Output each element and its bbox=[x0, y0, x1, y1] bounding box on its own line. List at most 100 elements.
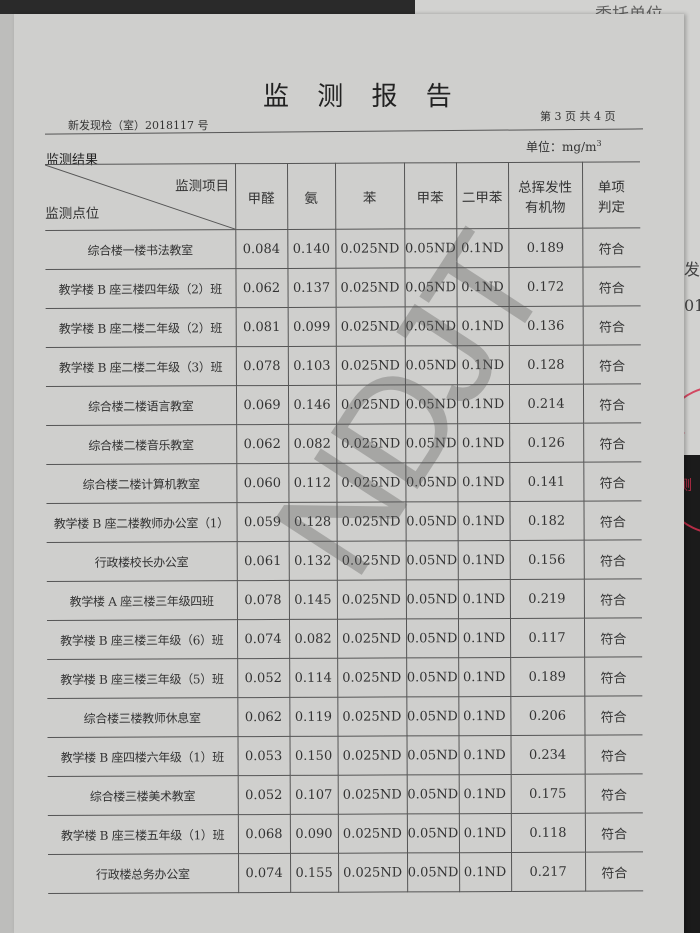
value-cell: 0.156 bbox=[509, 540, 584, 580]
value-cell: 0.090 bbox=[289, 814, 339, 854]
value-cell: 0.052 bbox=[237, 775, 290, 815]
value-cell: 0.061 bbox=[236, 541, 289, 581]
table-row: 教学楼 B 座四楼六年级（1）班 0.053 0.150 0.025ND 0.05ND 0… bbox=[47, 734, 643, 777]
location-cell: 综合楼二楼音乐教室 bbox=[46, 424, 237, 465]
location-cell: 教学楼 B 座三楼五年级（1）班 bbox=[47, 814, 239, 855]
verdict-cell: 符合 bbox=[584, 656, 643, 697]
value-cell: 0.025ND bbox=[337, 735, 407, 776]
value-cell: 0.05ND bbox=[405, 540, 458, 580]
location-cell: 教学楼 B 座三楼三年级（6）班 bbox=[46, 619, 238, 660]
value-cell: 0.025ND bbox=[335, 384, 406, 425]
value-cell: 0.214 bbox=[508, 384, 584, 424]
verdict-cell: 符合 bbox=[582, 266, 641, 307]
value-cell: 0.025ND bbox=[335, 267, 405, 308]
value-cell: 0.117 bbox=[509, 618, 585, 658]
location-cell: 综合楼三楼教师休息室 bbox=[47, 697, 238, 738]
verdict-cell: 符合 bbox=[584, 812, 644, 853]
location-cell: 教学楼 B 座二楼教师办公室（1） bbox=[46, 502, 237, 543]
value-cell: 0.025ND bbox=[335, 345, 405, 386]
location-cell: 综合楼三楼美术教室 bbox=[47, 775, 238, 816]
value-cell: 0.025ND bbox=[338, 852, 408, 893]
value-cell: 0.119 bbox=[289, 697, 338, 737]
location-cell: 教学楼 B 座二楼二年级（3）班 bbox=[45, 346, 236, 387]
verdict-cell: 符合 bbox=[582, 344, 641, 385]
dark-background-edge bbox=[684, 455, 700, 933]
table-row: 行政楼总务办公室 0.074 0.155 0.025ND 0.05ND 0.1ND 0.21… bbox=[48, 851, 644, 894]
value-cell: 0.1ND bbox=[457, 579, 510, 619]
value-cell: 0.118 bbox=[510, 813, 586, 853]
value-cell: 0.1ND bbox=[456, 228, 509, 268]
column-header: 二甲苯 bbox=[455, 162, 509, 229]
location-cell: 教学楼 B 座三楼四年级（2）班 bbox=[45, 268, 236, 309]
value-cell: 0.1ND bbox=[457, 618, 511, 658]
value-cell: 0.099 bbox=[287, 307, 336, 347]
value-cell: 0.05ND bbox=[406, 696, 459, 736]
value-cell: 0.068 bbox=[237, 814, 291, 854]
value-cell: 0.05ND bbox=[405, 501, 458, 541]
value-cell: 0.103 bbox=[287, 346, 336, 386]
corner-header-cell: 监测项目 监测点位 bbox=[45, 163, 236, 231]
value-cell: 0.175 bbox=[510, 774, 585, 814]
value-cell: 0.1ND bbox=[458, 735, 511, 775]
table-row: 教学楼 B 座三楼五年级（1）班 0.068 0.090 0.025ND 0.05ND 0… bbox=[47, 812, 644, 855]
column-header: 苯 bbox=[334, 162, 405, 230]
location-cell: 综合楼一楼书法教室 bbox=[45, 229, 236, 270]
unit-label: 单位：mg/m3 bbox=[526, 138, 602, 155]
value-cell: 0.025ND bbox=[336, 540, 406, 581]
verdict-cell: 符合 bbox=[583, 500, 642, 541]
value-cell: 0.025ND bbox=[336, 501, 406, 542]
page-indicator: 第 3 页 共 4 页 bbox=[540, 110, 616, 123]
value-cell: 0.074 bbox=[238, 853, 291, 893]
verdict-cell: 符合 bbox=[583, 578, 642, 619]
verdict-cell: 符合 bbox=[584, 695, 643, 736]
value-cell: 0.1ND bbox=[458, 813, 512, 853]
location-cell: 综合楼二楼语言教室 bbox=[45, 385, 237, 426]
value-cell: 0.182 bbox=[509, 501, 584, 541]
value-cell: 0.217 bbox=[511, 852, 586, 892]
value-cell: 0.132 bbox=[288, 541, 337, 581]
value-cell: 0.1ND bbox=[456, 384, 510, 424]
table-header-row: 监测项目 监测点位 甲醛 氨 苯 甲苯 二甲苯 总挥发性 有机物 单项 判定 bbox=[45, 161, 641, 231]
table-row: 教学楼 B 座二楼教师办公室（1） 0.059 0.128 0.025ND 0.05ND… bbox=[46, 500, 642, 543]
value-cell: 0.172 bbox=[508, 267, 583, 307]
value-cell: 0.05ND bbox=[406, 774, 459, 814]
value-cell: 0.1ND bbox=[459, 852, 512, 892]
value-cell: 0.082 bbox=[288, 619, 338, 659]
table-row: 行政楼校长办公室 0.061 0.132 0.025ND 0.05ND 0.1ND 0.15… bbox=[46, 539, 642, 582]
value-cell: 0.05ND bbox=[407, 852, 460, 892]
value-cell: 0.107 bbox=[289, 775, 338, 815]
value-cell: 0.081 bbox=[235, 307, 288, 347]
value-cell: 0.219 bbox=[509, 579, 584, 619]
value-cell: 0.05ND bbox=[404, 306, 457, 346]
value-cell: 0.025ND bbox=[336, 423, 406, 464]
table-row: 综合楼一楼书法教室 0.084 0.140 0.025ND 0.05ND 0.1ND 0.1… bbox=[45, 227, 641, 270]
verdict-cell: 符合 bbox=[583, 617, 643, 658]
value-cell: 0.05ND bbox=[405, 462, 458, 502]
value-cell: 0.155 bbox=[290, 853, 339, 893]
value-cell: 0.05ND bbox=[404, 345, 457, 385]
verdict-cell: 符合 bbox=[583, 461, 642, 502]
value-cell: 0.141 bbox=[509, 462, 584, 502]
value-cell: 0.05ND bbox=[404, 228, 457, 268]
value-cell: 0.025ND bbox=[336, 462, 406, 503]
location-cell: 教学楼 B 座四楼六年级（1）班 bbox=[47, 736, 238, 777]
column-header: 单项 判定 bbox=[581, 161, 641, 229]
value-cell: 0.053 bbox=[237, 736, 290, 776]
value-cell: 0.025ND bbox=[336, 618, 407, 659]
value-cell: 0.025ND bbox=[337, 813, 408, 854]
value-cell: 0.1ND bbox=[457, 501, 510, 541]
unit-text: 单位：mg/m bbox=[526, 140, 597, 154]
location-cell: 行政楼总务办公室 bbox=[48, 853, 239, 894]
value-cell: 0.128 bbox=[508, 345, 583, 385]
value-cell: 0.025ND bbox=[337, 696, 407, 737]
value-cell: 0.136 bbox=[508, 306, 583, 346]
value-cell: 0.1ND bbox=[457, 462, 510, 502]
value-cell: 0.1ND bbox=[456, 267, 509, 307]
value-cell: 0.060 bbox=[236, 463, 289, 503]
value-cell: 0.05ND bbox=[404, 267, 457, 307]
value-cell: 0.025ND bbox=[337, 774, 407, 815]
value-cell: 0.059 bbox=[236, 502, 289, 542]
column-header: 氨 bbox=[286, 163, 336, 230]
verdict-cell: 符合 bbox=[584, 734, 643, 775]
value-cell: 0.05ND bbox=[405, 618, 459, 658]
